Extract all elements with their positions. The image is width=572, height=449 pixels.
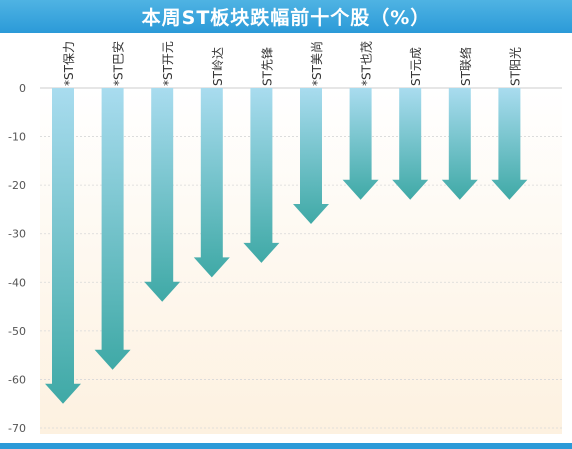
bar-arrow bbox=[491, 88, 528, 200]
category-label: *ST美尚 bbox=[310, 41, 324, 86]
bottom-rule bbox=[0, 443, 572, 449]
y-tick-label: -40 bbox=[8, 276, 26, 289]
title-bar: 本周ST板块跌幅前十个股（%） bbox=[0, 0, 572, 33]
chart-title: 本周ST板块跌幅前十个股（%） bbox=[141, 7, 431, 29]
category-label: ST岭达 bbox=[211, 47, 225, 86]
category-label: *ST巴安 bbox=[111, 41, 126, 86]
y-tick-label: -10 bbox=[8, 131, 26, 144]
bar-arrow bbox=[441, 88, 478, 200]
bar-arrow bbox=[94, 88, 131, 370]
bar-arrow bbox=[144, 88, 181, 302]
category-label: ST联络 bbox=[458, 47, 473, 86]
bar-arrow bbox=[342, 88, 379, 200]
category-label: ST阳光 bbox=[508, 47, 522, 86]
y-tick-label: -30 bbox=[8, 228, 26, 241]
y-tick-label: -20 bbox=[8, 179, 26, 192]
y-tick-label: 0 bbox=[19, 82, 26, 95]
category-label: ST元成 bbox=[409, 47, 423, 86]
bar-arrow bbox=[243, 88, 280, 263]
y-tick-label: -70 bbox=[8, 422, 26, 435]
y-tick-label: -60 bbox=[8, 373, 26, 386]
category-label: *ST保力 bbox=[62, 41, 76, 86]
category-label: ST先锋 bbox=[260, 47, 274, 86]
bar-arrow bbox=[193, 88, 230, 278]
bar-arrow bbox=[293, 88, 329, 224]
bar-arrow bbox=[392, 88, 429, 200]
y-tick-label: -50 bbox=[8, 325, 26, 338]
category-label: *ST开元 bbox=[161, 41, 175, 86]
bar-arrow bbox=[45, 88, 81, 404]
category-label: *ST也茂 bbox=[360, 41, 374, 86]
